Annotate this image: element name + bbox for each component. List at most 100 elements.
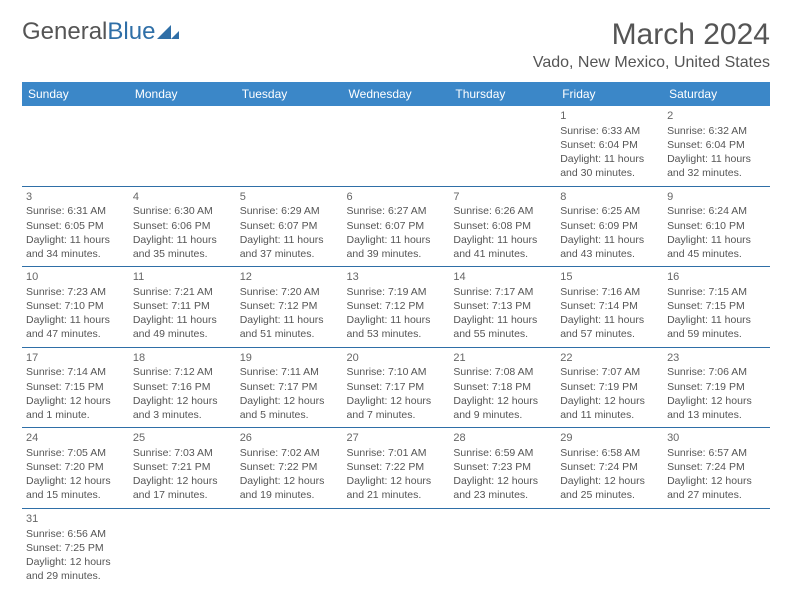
calendar-cell: 11Sunrise: 7:21 AMSunset: 7:11 PMDayligh… — [129, 267, 236, 348]
cell-line: Daylight: 12 hours — [453, 394, 552, 408]
day-number: 2 — [667, 109, 766, 124]
cell-line: Daylight: 12 hours — [347, 474, 446, 488]
calendar-cell: 8Sunrise: 6:25 AMSunset: 6:09 PMDaylight… — [556, 186, 663, 267]
cell-line: and 19 minutes. — [240, 488, 339, 502]
cell-line: Sunrise: 7:05 AM — [26, 446, 125, 460]
day-number: 11 — [133, 270, 232, 285]
day-number: 30 — [667, 431, 766, 446]
cell-line: and 15 minutes. — [26, 488, 125, 502]
calendar-cell: 22Sunrise: 7:07 AMSunset: 7:19 PMDayligh… — [556, 347, 663, 428]
cell-line: and 43 minutes. — [560, 247, 659, 261]
cell-line: Daylight: 11 hours — [26, 233, 125, 247]
cell-line: Sunset: 7:24 PM — [667, 460, 766, 474]
day-number: 22 — [560, 351, 659, 366]
cell-line: Sunset: 7:14 PM — [560, 299, 659, 313]
cell-line: and 53 minutes. — [347, 327, 446, 341]
calendar-cell — [663, 508, 770, 588]
day-number: 3 — [26, 190, 125, 205]
cell-line: Sunrise: 6:56 AM — [26, 527, 125, 541]
calendar-cell — [343, 106, 450, 186]
cell-line: Sunset: 7:23 PM — [453, 460, 552, 474]
calendar-cell: 20Sunrise: 7:10 AMSunset: 7:17 PMDayligh… — [343, 347, 450, 428]
cell-line: Daylight: 11 hours — [667, 152, 766, 166]
cell-line: Sunrise: 6:30 AM — [133, 204, 232, 218]
calendar-row: 10Sunrise: 7:23 AMSunset: 7:10 PMDayligh… — [22, 267, 770, 348]
cell-line: Sunset: 6:06 PM — [133, 219, 232, 233]
cell-line: and 49 minutes. — [133, 327, 232, 341]
calendar-cell — [129, 508, 236, 588]
cell-line: Daylight: 11 hours — [240, 313, 339, 327]
cell-line: Daylight: 12 hours — [26, 555, 125, 569]
cell-line: Daylight: 12 hours — [560, 394, 659, 408]
cell-line: Daylight: 12 hours — [347, 394, 446, 408]
logo: GeneralBlue — [22, 18, 179, 46]
cell-line: Sunset: 7:20 PM — [26, 460, 125, 474]
cell-line: Sunrise: 7:23 AM — [26, 285, 125, 299]
cell-line: and 45 minutes. — [667, 247, 766, 261]
cell-line: Sunset: 7:17 PM — [347, 380, 446, 394]
cell-line: and 21 minutes. — [347, 488, 446, 502]
month-title: March 2024 — [533, 18, 770, 52]
cell-line: and 17 minutes. — [133, 488, 232, 502]
calendar-cell — [236, 508, 343, 588]
calendar-row: 3Sunrise: 6:31 AMSunset: 6:05 PMDaylight… — [22, 186, 770, 267]
cell-line: Daylight: 12 hours — [560, 474, 659, 488]
cell-line: Sunrise: 7:07 AM — [560, 365, 659, 379]
cell-line: and 13 minutes. — [667, 408, 766, 422]
cell-line: and 41 minutes. — [453, 247, 552, 261]
calendar-cell — [449, 508, 556, 588]
day-number: 10 — [26, 270, 125, 285]
cell-line: Sunset: 7:18 PM — [453, 380, 552, 394]
calendar-cell: 26Sunrise: 7:02 AMSunset: 7:22 PMDayligh… — [236, 428, 343, 509]
day-number: 24 — [26, 431, 125, 446]
calendar-cell: 2Sunrise: 6:32 AMSunset: 6:04 PMDaylight… — [663, 106, 770, 186]
cell-line: Sunset: 7:22 PM — [240, 460, 339, 474]
cell-line: and 57 minutes. — [560, 327, 659, 341]
day-number: 14 — [453, 270, 552, 285]
day-number: 20 — [347, 351, 446, 366]
cell-line: Sunset: 6:07 PM — [347, 219, 446, 233]
cell-line: Sunrise: 7:16 AM — [560, 285, 659, 299]
calendar-row: 31Sunrise: 6:56 AMSunset: 7:25 PMDayligh… — [22, 508, 770, 588]
cell-line: Daylight: 11 hours — [240, 233, 339, 247]
cell-line: Sunrise: 6:26 AM — [453, 204, 552, 218]
cell-line: Sunrise: 7:08 AM — [453, 365, 552, 379]
cell-line: and 29 minutes. — [26, 569, 125, 583]
calendar-cell: 6Sunrise: 6:27 AMSunset: 6:07 PMDaylight… — [343, 186, 450, 267]
calendar-table: Sunday Monday Tuesday Wednesday Thursday… — [22, 82, 770, 588]
cell-line: and 55 minutes. — [453, 327, 552, 341]
cell-line: Sunrise: 7:17 AM — [453, 285, 552, 299]
calendar-cell: 19Sunrise: 7:11 AMSunset: 7:17 PMDayligh… — [236, 347, 343, 428]
cell-line: Sunset: 6:04 PM — [560, 138, 659, 152]
cell-line: Sunrise: 7:02 AM — [240, 446, 339, 460]
cell-line: Sunrise: 7:03 AM — [133, 446, 232, 460]
calendar-cell: 23Sunrise: 7:06 AMSunset: 7:19 PMDayligh… — [663, 347, 770, 428]
cell-line: and 35 minutes. — [133, 247, 232, 261]
day-number: 29 — [560, 431, 659, 446]
day-header: Sunday — [22, 82, 129, 106]
cell-line: and 30 minutes. — [560, 166, 659, 180]
calendar-cell — [556, 508, 663, 588]
calendar-cell: 28Sunrise: 6:59 AMSunset: 7:23 PMDayligh… — [449, 428, 556, 509]
day-number: 5 — [240, 190, 339, 205]
cell-line: Sunrise: 7:14 AM — [26, 365, 125, 379]
cell-line: Sunset: 7:17 PM — [240, 380, 339, 394]
cell-line: Sunrise: 6:24 AM — [667, 204, 766, 218]
cell-line: Daylight: 11 hours — [560, 233, 659, 247]
day-number: 8 — [560, 190, 659, 205]
calendar-cell — [22, 106, 129, 186]
cell-line: Sunrise: 7:10 AM — [347, 365, 446, 379]
cell-line: Daylight: 12 hours — [453, 474, 552, 488]
calendar-cell — [343, 508, 450, 588]
calendar-cell: 21Sunrise: 7:08 AMSunset: 7:18 PMDayligh… — [449, 347, 556, 428]
day-number: 25 — [133, 431, 232, 446]
day-header: Tuesday — [236, 82, 343, 106]
day-number: 4 — [133, 190, 232, 205]
calendar-cell: 5Sunrise: 6:29 AMSunset: 6:07 PMDaylight… — [236, 186, 343, 267]
calendar-row: 1Sunrise: 6:33 AMSunset: 6:04 PMDaylight… — [22, 106, 770, 186]
day-number: 18 — [133, 351, 232, 366]
cell-line: Sunrise: 6:32 AM — [667, 124, 766, 138]
cell-line: and 47 minutes. — [26, 327, 125, 341]
cell-line: Daylight: 11 hours — [453, 313, 552, 327]
cell-line: and 3 minutes. — [133, 408, 232, 422]
